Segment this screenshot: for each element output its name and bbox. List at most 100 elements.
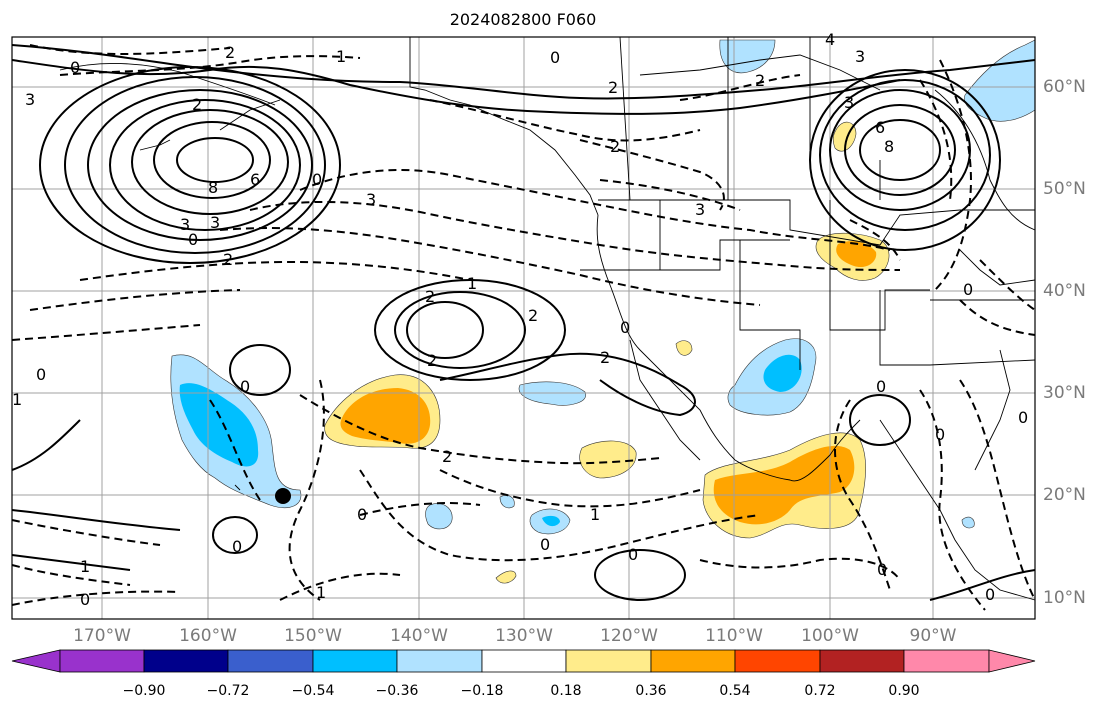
graticule xyxy=(12,37,1035,619)
colorbar-segment xyxy=(903,649,990,673)
colorbar-max-extend xyxy=(988,649,1036,673)
negative-anomaly-region xyxy=(518,381,587,406)
positive-anomaly-core xyxy=(836,241,877,268)
lon-label: 130°W xyxy=(495,626,553,646)
contour-label: 0 xyxy=(312,170,322,189)
contour-label: 0 xyxy=(877,560,887,579)
contour-label: 1 xyxy=(336,47,346,66)
hawaii-marker xyxy=(275,488,291,504)
contour-label: 0 xyxy=(240,377,250,396)
contour-label: 0 xyxy=(232,537,242,556)
contour-label: 1 xyxy=(467,274,477,293)
colorbar-segment xyxy=(143,649,229,673)
colorbar xyxy=(11,649,1036,673)
negative-anomaly-region xyxy=(425,503,453,530)
contour-label: 0 xyxy=(1018,408,1028,427)
contour-label: 3 xyxy=(695,200,705,219)
colorbar-tick-label: 0.72 xyxy=(804,683,836,699)
lat-label: 50°N xyxy=(1043,179,1086,199)
contour-label: 2 xyxy=(225,43,235,62)
contour-label: 2 xyxy=(528,306,538,325)
contour-label: 0 xyxy=(620,318,630,337)
contour-label: 1 xyxy=(590,505,600,524)
colorbar-tick-label: −0.90 xyxy=(122,683,166,699)
contour-label: 1 xyxy=(80,557,90,576)
contour-label: 8 xyxy=(884,137,894,156)
lon-label: 160°W xyxy=(179,626,237,646)
colorbar-min-extend xyxy=(11,649,61,673)
negative-anomaly-region xyxy=(964,39,1036,122)
negative-anomaly-core xyxy=(179,383,259,467)
contour-label: 0 xyxy=(80,590,90,609)
contour-label: 2 xyxy=(608,78,618,97)
negative-anomaly-core xyxy=(542,515,560,527)
colorbar-segment xyxy=(396,649,483,673)
dashed-contours xyxy=(11,44,1036,611)
contour-label: 3 xyxy=(180,215,190,234)
contour-label: 2 xyxy=(755,71,765,90)
negative-anomaly-core xyxy=(763,354,802,392)
contour-label: 2 xyxy=(442,447,452,466)
contour-label: 2 xyxy=(192,95,202,114)
contour-label: 0 xyxy=(628,545,638,564)
coastlines xyxy=(59,36,1036,601)
colorbar-tick-label: −0.72 xyxy=(206,683,250,699)
colorbar-segment xyxy=(565,649,652,673)
lon-label: 140°W xyxy=(390,626,448,646)
lon-label: 120°W xyxy=(600,626,658,646)
negative-anomaly-region xyxy=(961,516,975,529)
solid-contours xyxy=(11,44,1036,601)
colorbar-segment xyxy=(312,649,398,673)
contour-label: 2 xyxy=(610,137,620,156)
lat-label: 40°N xyxy=(1043,281,1086,301)
lon-label: 90°W xyxy=(909,626,957,646)
contour-label: 1 xyxy=(12,390,22,409)
contour-label: 6 xyxy=(250,170,260,189)
colorbar-segment xyxy=(819,649,905,673)
contour-label: 0 xyxy=(70,58,80,77)
lon-label: 110°W xyxy=(705,626,763,646)
contour-label: 0 xyxy=(935,425,945,444)
colorbar-tick-label: −0.54 xyxy=(291,683,335,699)
contour-label: 2 xyxy=(600,348,610,367)
contour-labels: 0 2 1 0 3 4 3 2 6 8 3 2 3 2 2 0 8 6 0 3 … xyxy=(12,30,1028,609)
contour-label: 3 xyxy=(844,93,854,112)
map-frame xyxy=(11,36,1036,620)
contour-label: 0 xyxy=(357,505,367,524)
colorbar-tick-label: 0.18 xyxy=(550,683,582,699)
colorbar-segment xyxy=(481,649,567,673)
positive-anomaly-region xyxy=(495,570,517,584)
map-title: 2024082800 F060 xyxy=(449,10,597,29)
lat-label: 20°N xyxy=(1043,485,1086,505)
colorbar-segment xyxy=(227,649,314,673)
contour-label: 3 xyxy=(366,190,376,209)
contour-label: 6 xyxy=(875,118,885,137)
contour-label: 2 xyxy=(425,287,435,306)
contour-label: 0 xyxy=(188,230,198,249)
contour-label: 2 xyxy=(427,351,437,370)
colorbar-tick-label: 0.36 xyxy=(635,683,667,699)
colorbar-segment xyxy=(734,649,821,673)
lon-label: 100°W xyxy=(801,626,859,646)
contour-label: 0 xyxy=(985,585,995,604)
colorbar-tick-label: 0.54 xyxy=(719,683,751,699)
colorbar-segment xyxy=(650,649,736,673)
contour-label: 0 xyxy=(963,280,973,299)
contour-label: 1 xyxy=(316,583,326,602)
colorbar-tick-label: −0.18 xyxy=(460,683,504,699)
colorbar-tick-label: 0.90 xyxy=(888,683,920,699)
colorbar-segment xyxy=(59,649,145,673)
lat-label: 60°N xyxy=(1043,77,1086,97)
lat-label: 30°N xyxy=(1043,383,1086,403)
contour-label: 0 xyxy=(550,48,560,67)
contour-label: 4 xyxy=(825,30,835,49)
lon-label: 170°W xyxy=(73,626,131,646)
lat-label: 10°N xyxy=(1043,588,1086,608)
positive-anomaly-region xyxy=(675,340,693,356)
lon-label: 150°W xyxy=(284,626,342,646)
contour-label: 0 xyxy=(36,365,46,384)
contour-label: 2 xyxy=(223,250,233,269)
colorbar-tick-label: −0.36 xyxy=(375,683,419,699)
contour-label: 3 xyxy=(25,90,35,109)
